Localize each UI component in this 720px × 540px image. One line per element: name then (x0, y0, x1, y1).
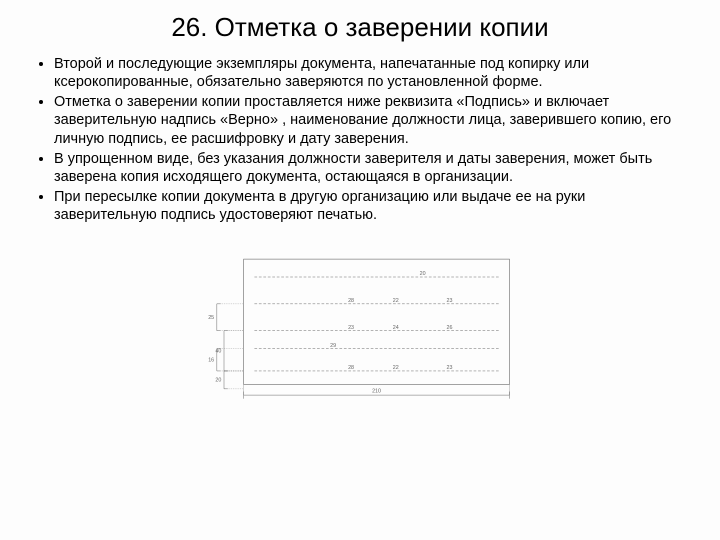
svg-text:29: 29 (330, 343, 336, 349)
list-item: Отметка о заверении копии проставляется … (54, 93, 690, 147)
form-layout-diagram: 20 28 22 23 23 24 26 29 28 22 23 25 4016 20 210 (190, 238, 530, 418)
svg-text:22: 22 (393, 298, 399, 304)
list-item: Второй и последующие экземпляры документ… (54, 55, 690, 91)
svg-text:28: 28 (348, 365, 354, 371)
svg-text:40: 40 (215, 349, 221, 355)
form-diagram-container: 20 28 22 23 23 24 26 29 28 22 23 25 4016 20 210 (30, 238, 690, 423)
page-title: 26. Отметка о заверении копии (30, 12, 690, 43)
list-item: При пересылке копии документа в другую о… (54, 188, 690, 224)
svg-text:23: 23 (446, 298, 452, 304)
svg-text:28: 28 (348, 298, 354, 304)
svg-text:23: 23 (446, 365, 452, 371)
svg-text:20: 20 (420, 271, 426, 277)
svg-text:25: 25 (208, 315, 214, 321)
svg-text:22: 22 (393, 365, 399, 371)
list-item: В упрощенном виде, без указания должност… (54, 150, 690, 186)
bullet-list: Второй и последующие экземпляры документ… (30, 55, 690, 224)
svg-text:210: 210 (372, 389, 381, 395)
svg-text:24: 24 (393, 325, 399, 331)
svg-text:16: 16 (208, 358, 214, 364)
svg-text:26: 26 (446, 325, 452, 331)
svg-text:23: 23 (348, 325, 354, 331)
svg-text:20: 20 (215, 378, 221, 384)
